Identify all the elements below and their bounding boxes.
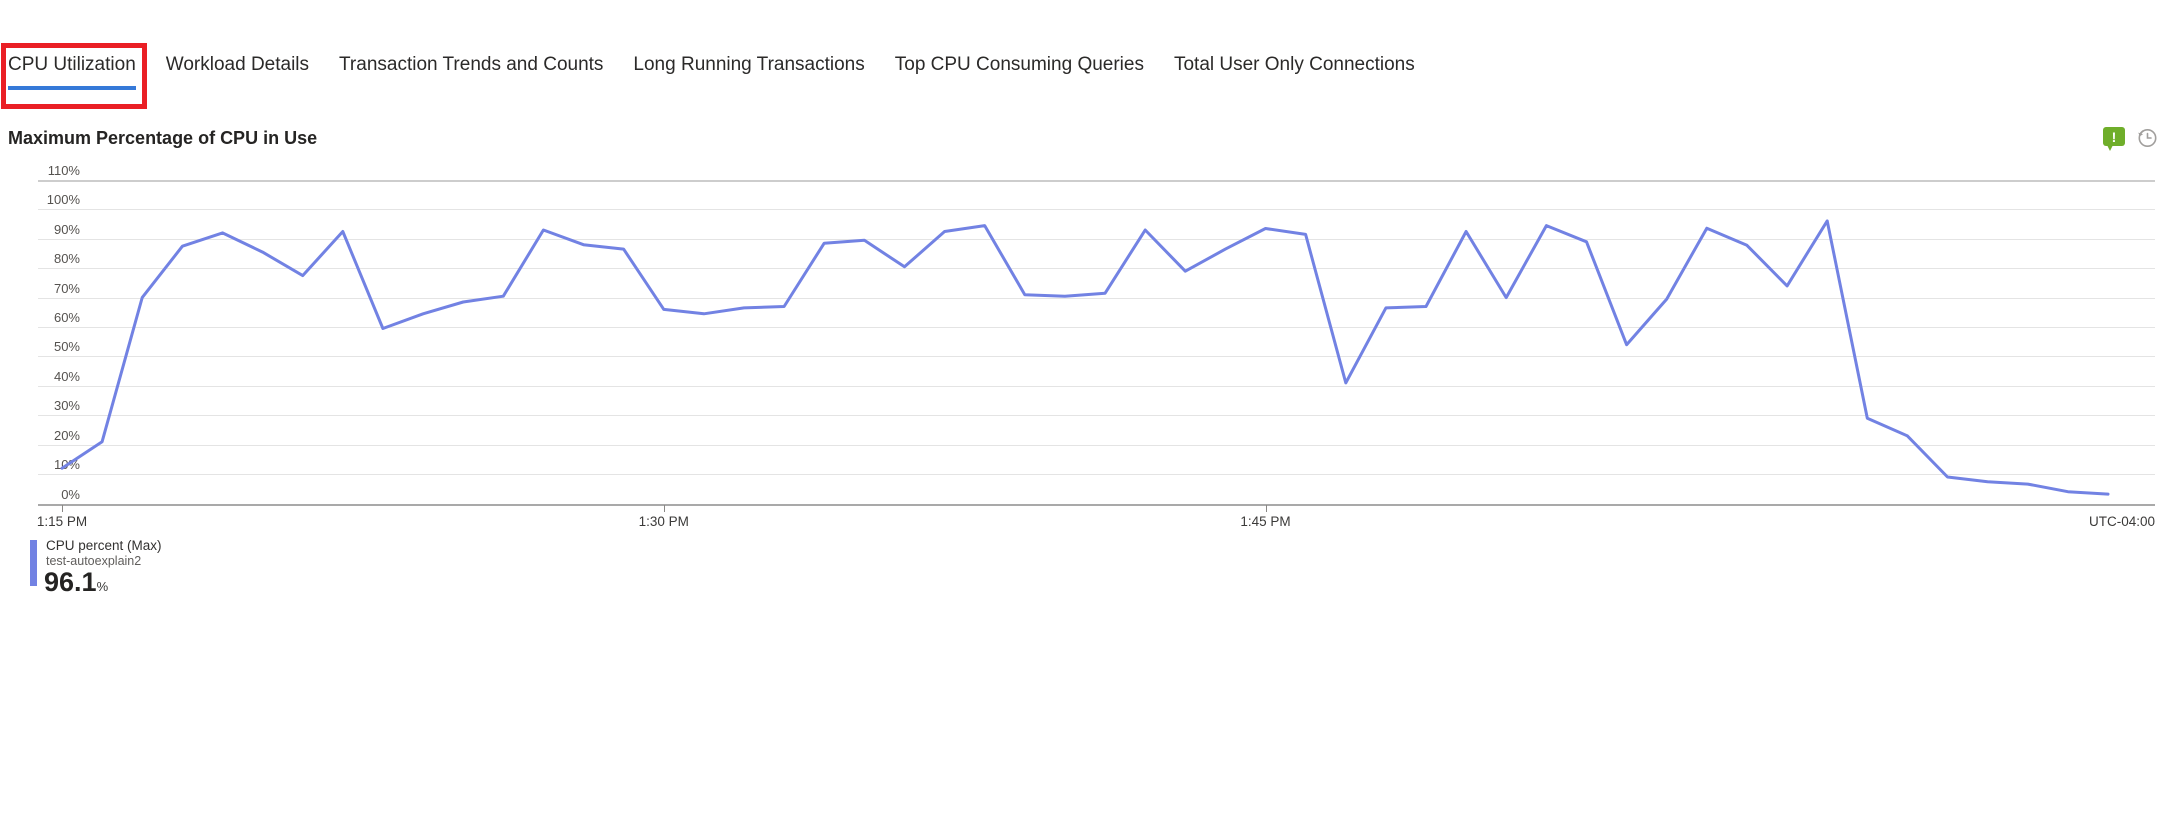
gridline-30% [38,415,2155,417]
tab-bar: CPU Utilization Workload Details Transacti… [8,48,1445,90]
gridline-100% [38,209,2155,211]
exclamation-glyph: ! [2111,128,2117,145]
legend-max-value: 96.1% [44,567,109,597]
y-axis-label: 40% [53,368,80,384]
x-axis-tick [62,505,63,512]
gridline-40% [38,385,2155,387]
y-axis-label: 10% [53,457,80,473]
y-axis-label: 0% [61,486,80,502]
x-axis-tick [1265,505,1267,512]
y-axis-label: 110% [47,163,80,178]
time-settings-icon[interactable] [2134,124,2160,150]
y-axis-label: 80% [53,251,80,267]
timezone-label: UTC-04:00 [2088,514,2155,529]
gridline-80% [38,268,2155,270]
tab-top-cpu-consuming-queries[interactable]: Top CPU Consuming Queries [894,54,1144,75]
y-axis-label: 60% [53,310,80,326]
gridline-50% [38,356,2155,358]
legend-series-label: CPU percent (Max) [46,538,162,553]
feedback-icon[interactable]: ! [2103,127,2125,151]
gridline-60% [38,327,2155,329]
gridline-90% [38,238,2155,240]
gridline-10% [38,474,2155,476]
x-axis-label: 1:45 PM [1240,514,1291,529]
legend-color-bar [30,540,37,586]
tab-workload-details[interactable]: Workload Details [165,54,310,75]
tab-long-running-transactions[interactable]: Long Running Transactions [633,54,865,75]
x-axis-label: 1:15 PM [36,514,88,529]
gridline-0% [38,503,2155,506]
y-axis-label: 50% [53,339,80,355]
gridline-20% [38,444,2155,446]
tab-cpu-utilization[interactable]: CPU Utilization [8,48,136,90]
gridline-70% [38,297,2155,299]
y-axis-label: 90% [53,221,80,237]
gridline-110% [38,180,2155,182]
y-axis-label: 100% [46,192,80,208]
x-axis-tick [663,505,665,512]
speech-bubble-tail [2107,145,2113,151]
x-axis-label: 1:30 PM [638,514,689,529]
tab-transaction-trends-and-counts[interactable]: Transaction Trends and Counts [339,54,604,75]
legend-unit: % [96,579,109,594]
y-axis-label: 30% [53,398,80,414]
legend-resource-name: test-autoexplain2 [46,554,142,568]
chart-title: Maximum Percentage of CPU in Use [8,128,318,148]
y-axis-label: 20% [53,427,80,443]
y-axis-label: 70% [53,280,80,296]
tab-total-user-only-connections[interactable]: Total User Only Connections [1173,54,1415,75]
